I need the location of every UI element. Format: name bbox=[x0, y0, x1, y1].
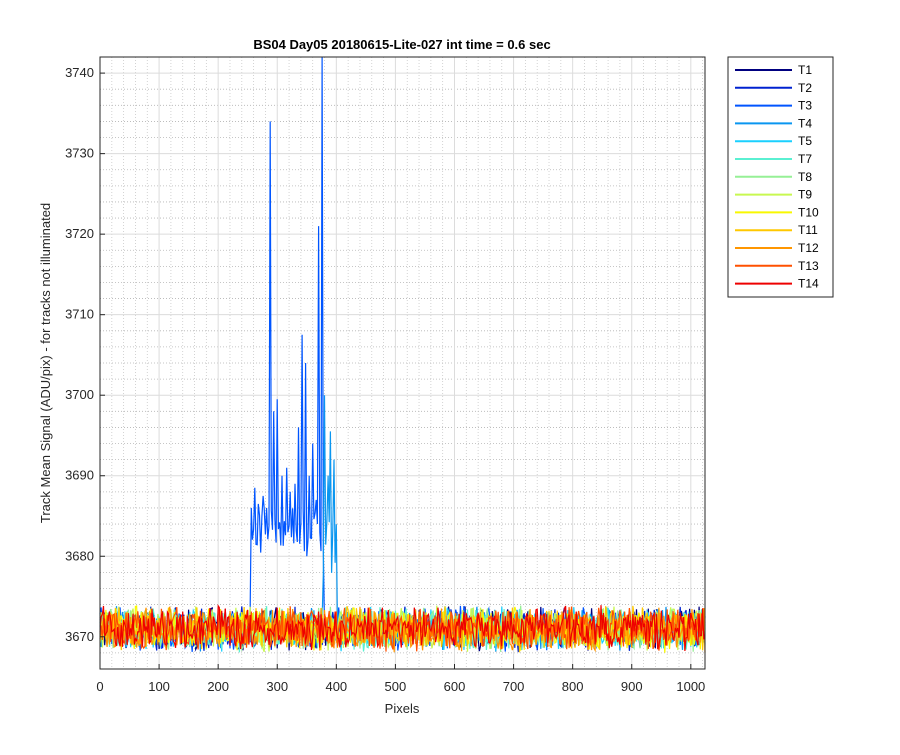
legend-label-t9: T9 bbox=[798, 188, 812, 202]
y-tick-label: 3740 bbox=[65, 65, 94, 80]
y-ticks: 3670 3680 3690 3700 3710 3720 3730 3740 bbox=[65, 65, 105, 644]
x-tick-label: 600 bbox=[444, 679, 466, 694]
plot-frame bbox=[99, 56, 706, 670]
x-ticks: 0 100 200 300 400 500 600 700 800 900 1000 bbox=[96, 664, 705, 694]
x-axis-label: Pixels bbox=[385, 701, 420, 716]
y-tick-label: 3700 bbox=[65, 387, 94, 402]
legend-label-t2: T2 bbox=[798, 81, 812, 95]
x-tick-label: 800 bbox=[562, 679, 584, 694]
legend-label-t10: T10 bbox=[798, 205, 819, 219]
y-tick-label: 3690 bbox=[65, 468, 94, 483]
series-line-t14 bbox=[99, 604, 706, 652]
x-tick-label: 900 bbox=[621, 679, 643, 694]
y-tick-label: 3710 bbox=[65, 307, 94, 322]
legend-label-t5: T5 bbox=[798, 134, 812, 148]
series-layer bbox=[99, 56, 706, 653]
x-tick-label: 300 bbox=[266, 679, 288, 694]
x-tick-label: 200 bbox=[207, 679, 229, 694]
y-tick-label: 3720 bbox=[65, 226, 94, 241]
chart-title: BS04 Day05 20180615-Lite-027 int time = … bbox=[253, 37, 550, 52]
y-tick-label: 3730 bbox=[65, 146, 94, 161]
grid-layer bbox=[99, 56, 705, 670]
x-tick-label: 1000 bbox=[676, 679, 705, 694]
legend-label-t12: T12 bbox=[798, 241, 819, 255]
legend-label-t14: T14 bbox=[798, 277, 819, 291]
legend-label-t8: T8 bbox=[798, 170, 812, 184]
x-tick-label: 100 bbox=[148, 679, 170, 694]
legend-label-t13: T13 bbox=[798, 259, 819, 273]
legend-label-t1: T1 bbox=[798, 63, 812, 77]
x-tick-label: 500 bbox=[385, 679, 407, 694]
legend-label-t3: T3 bbox=[798, 99, 812, 113]
y-axis-label: Track Mean Signal (ADU/pix) - for tracks… bbox=[38, 203, 53, 523]
x-tick-label: 0 bbox=[96, 679, 103, 694]
x-tick-label: 700 bbox=[503, 679, 525, 694]
y-tick-label: 3680 bbox=[65, 548, 94, 563]
legend-label-t11: T11 bbox=[798, 223, 818, 237]
legend-label-t4: T4 bbox=[798, 116, 812, 130]
y-tick-label: 3670 bbox=[65, 629, 94, 644]
legend-label-t7: T7 bbox=[798, 152, 812, 166]
x-tick-label: 400 bbox=[325, 679, 347, 694]
legend: T1 T2 T3 T4 T5 T7 T8 T9 T10 T11 T12 T13 T14 bbox=[727, 56, 834, 298]
